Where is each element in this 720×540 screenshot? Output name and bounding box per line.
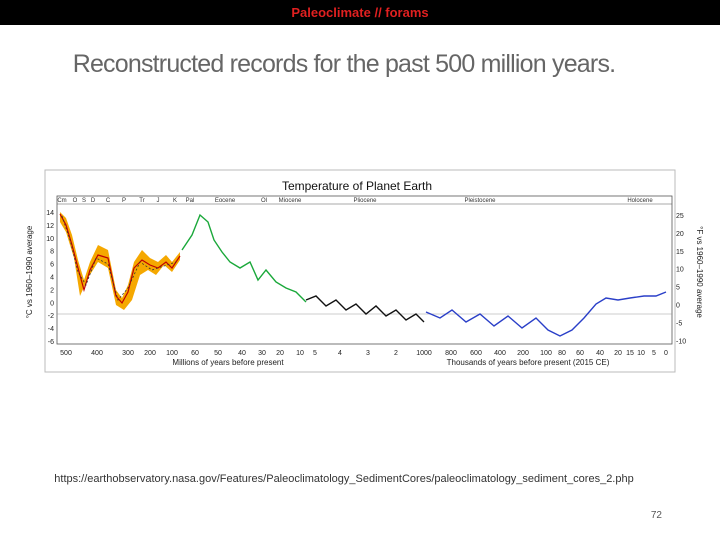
x-tick-label: 100 bbox=[540, 350, 552, 357]
x-tick-label: 0 bbox=[664, 350, 668, 357]
page-number: 72 bbox=[651, 510, 663, 521]
slide-title: Reconstructed records for the past 500 m… bbox=[73, 50, 616, 78]
left-tick-label: 0 bbox=[50, 300, 54, 307]
black-curve bbox=[305, 295, 425, 323]
x-tick-label: 400 bbox=[494, 350, 506, 357]
figure: Temperature of Planet Earth Cm O S D C P Tr J K P… bbox=[25, 169, 704, 373]
left-tick-label: 10 bbox=[46, 236, 54, 243]
right-tick-label: 25 bbox=[676, 213, 684, 220]
source-url: https://earthobservatory.nasa.gov/Featur… bbox=[54, 473, 633, 485]
x-tick-label: 100 bbox=[166, 350, 178, 357]
x-tick-label: 5 bbox=[313, 350, 317, 357]
x-tick-label: 60 bbox=[191, 350, 199, 357]
x-tick-label: 3 bbox=[366, 350, 370, 357]
x-tick-label: 200 bbox=[144, 350, 156, 357]
x-tick-label: 80 bbox=[558, 350, 566, 357]
x-tick-label: 40 bbox=[238, 350, 246, 357]
left-tick-label: 6 bbox=[50, 262, 54, 269]
left-tick-label: -6 bbox=[48, 339, 54, 346]
x-tick-label: 5 bbox=[652, 350, 656, 357]
x-tick-label: 500 bbox=[60, 350, 72, 357]
period-label: K bbox=[173, 198, 177, 204]
right-tick-label: -5 bbox=[676, 320, 682, 327]
period-label: Cm bbox=[57, 198, 66, 204]
period-label: P bbox=[122, 198, 126, 204]
period-label: Pliocene bbox=[353, 198, 377, 204]
plot-frame bbox=[56, 195, 673, 345]
period-label: Eocene bbox=[215, 198, 236, 204]
green-curve bbox=[181, 213, 307, 303]
period-label: Pleistocene bbox=[464, 198, 496, 204]
period-label: D bbox=[91, 198, 96, 204]
figure-title: Temperature of Planet Earth bbox=[282, 179, 432, 193]
left-tick-label: 4 bbox=[50, 275, 54, 282]
left-tick-label: -4 bbox=[48, 326, 54, 333]
x-tick-label: 40 bbox=[596, 350, 604, 357]
x-tick-label: 20 bbox=[276, 350, 284, 357]
right-tick-label: 0 bbox=[676, 303, 680, 310]
x-tick-label: 200 bbox=[517, 350, 529, 357]
x-tick-label: 2 bbox=[394, 350, 398, 357]
x-tick-label: 600 bbox=[470, 350, 482, 357]
left-tick-label: 14 bbox=[46, 210, 54, 217]
x-axis-label-right: Thousands of years before present (2015 … bbox=[447, 358, 610, 367]
period-label: J bbox=[157, 198, 160, 204]
right-tick-label: 15 bbox=[676, 249, 684, 256]
period-label: Miocene bbox=[279, 198, 302, 204]
blue-curve bbox=[425, 291, 667, 337]
x-tick-label: 50 bbox=[214, 350, 222, 357]
period-label: Tr bbox=[139, 198, 144, 204]
left-tick-label: 12 bbox=[46, 223, 54, 230]
y-axis-label-left: °C vs 1960–1990 average bbox=[25, 225, 34, 318]
header-title: Paleoclimate // forams bbox=[291, 5, 428, 20]
right-tick-label: 10 bbox=[676, 267, 684, 274]
x-tick-label: 20 bbox=[614, 350, 622, 357]
left-tick-label: -2 bbox=[48, 313, 54, 320]
header-bar bbox=[0, 0, 720, 25]
x-tick-label: 10 bbox=[637, 350, 645, 357]
x-tick-label: 800 bbox=[445, 350, 457, 357]
right-tick-label: 5 bbox=[676, 285, 680, 292]
period-label: S bbox=[82, 198, 86, 204]
x-tick-label: 1000 bbox=[416, 350, 432, 357]
x-tick-label: 4 bbox=[338, 350, 342, 357]
right-tick-label: -10 bbox=[676, 338, 686, 345]
x-axis-label-left: Millions of years before present bbox=[172, 358, 284, 367]
y-axis-label-right: °F vs 1960–1990 average bbox=[695, 226, 704, 318]
x-tick-label: 400 bbox=[91, 350, 103, 357]
left-tick-label: 2 bbox=[50, 287, 54, 294]
right-tick-label: 20 bbox=[676, 231, 684, 238]
period-label: C bbox=[106, 198, 111, 204]
x-tick-label: 300 bbox=[122, 350, 134, 357]
period-label: Pal bbox=[186, 198, 195, 204]
uncertainty-band bbox=[60, 212, 180, 310]
period-label: Ol bbox=[261, 198, 267, 204]
x-tick-label: 30 bbox=[258, 350, 266, 357]
dashed-curve bbox=[61, 215, 177, 301]
x-tick-label: 15 bbox=[626, 350, 634, 357]
red-curve bbox=[59, 213, 181, 305]
left-tick-label: 8 bbox=[50, 249, 54, 256]
period-label: Holocene bbox=[627, 198, 653, 204]
x-tick-label: 60 bbox=[576, 350, 584, 357]
period-label: O bbox=[73, 198, 78, 204]
x-tick-label: 10 bbox=[296, 350, 304, 357]
